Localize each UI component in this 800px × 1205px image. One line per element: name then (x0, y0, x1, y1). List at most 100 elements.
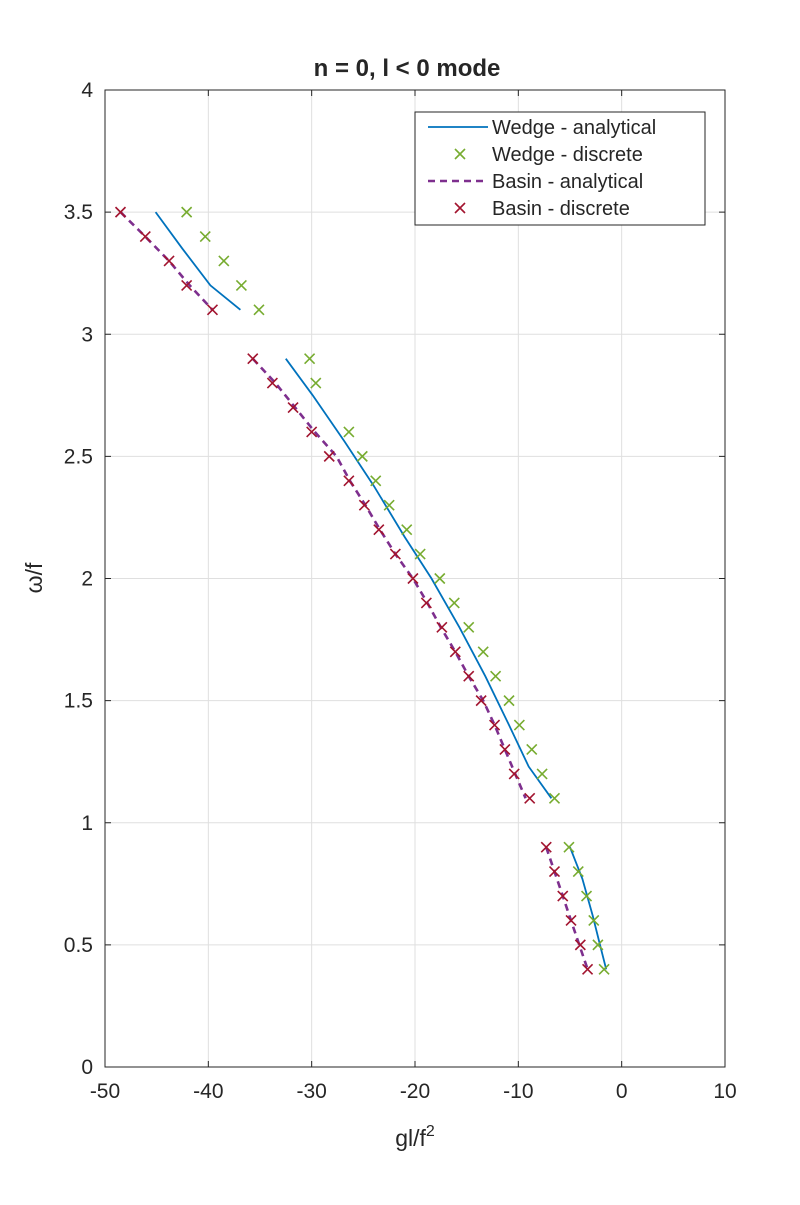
y-tick-label: 0.5 (64, 934, 93, 957)
basin-discrete-point (114, 206, 127, 218)
x-axis-label-superscript: 2 (426, 1123, 435, 1140)
basin-discrete-point (163, 255, 175, 267)
basin-discrete-point (343, 475, 355, 487)
x-axis-label: gl/f2 (395, 1123, 435, 1151)
y-tick-label: 1.5 (64, 690, 93, 713)
legend-label-basin-analytical: Basin - analytical (492, 171, 643, 193)
basin-discrete-point (247, 353, 259, 365)
x-tick-label: 10 (713, 1080, 736, 1103)
x-tick-label: -40 (193, 1080, 223, 1103)
wedge-discrete-point (572, 866, 584, 878)
series-layer (114, 206, 610, 975)
wedge-analytical-line-segment (285, 358, 553, 799)
y-tick-label: 2 (81, 568, 93, 591)
basin-discrete-point (565, 914, 577, 927)
legend-label-wedge-discrete: Wedge - discrete (492, 144, 643, 166)
basin-analytical-line-segment (119, 211, 214, 311)
legend-marker-wedge-discrete (454, 148, 466, 160)
wedge-discrete-point (414, 548, 426, 560)
y-tick-label: 1 (81, 812, 93, 835)
basin-discrete-point (508, 768, 520, 780)
wedge-analytical-series (154, 211, 608, 970)
x-axis-label-base: gl/f (395, 1125, 426, 1151)
basin-discrete-point (557, 890, 569, 902)
basin-discrete-point (489, 719, 501, 731)
legend-box (414, 111, 706, 226)
basin-discrete-point (548, 866, 561, 878)
basin-discrete-point (436, 621, 448, 633)
y-tick-label: 0 (81, 1056, 93, 1079)
wedge-discrete-point (448, 597, 460, 609)
wedge-discrete-point (548, 792, 561, 804)
wedge-discrete-point (370, 475, 382, 487)
x-tick-label: -20 (400, 1080, 430, 1103)
basin-discrete-point (389, 548, 401, 560)
basin-discrete-point (306, 426, 318, 438)
basin-discrete-point (582, 963, 594, 975)
wedge-analytical-line-segment (154, 211, 241, 311)
wedge-discrete-point (235, 279, 247, 291)
wedge-discrete-point (401, 524, 413, 536)
legend: Wedge - analytical Wedge - discrete Basin … (414, 111, 706, 226)
basin-discrete-point (540, 841, 552, 853)
wedge-discrete-point (526, 743, 538, 756)
wedge-discrete-point (343, 426, 355, 438)
wedge-discrete-point (434, 572, 446, 585)
basin-discrete-point (574, 939, 586, 951)
legend-label-wedge-analytical: Wedge - analytical (492, 117, 656, 139)
wedge-discrete-point (310, 377, 322, 389)
basin-discrete-point (524, 792, 536, 804)
x-tick-label: -10 (503, 1080, 533, 1103)
y-axis-label: ω/f (21, 562, 47, 593)
basin-analytical-line-segment (544, 846, 589, 970)
basin-discrete-point (287, 401, 299, 414)
basin-discrete-point (499, 743, 511, 756)
y-tick-label: 3.5 (64, 201, 93, 224)
y-tick-label: 3 (81, 323, 93, 346)
wedge-discrete-point (588, 914, 600, 927)
wedge-discrete-point (503, 695, 515, 707)
basin-discrete-point (463, 670, 475, 682)
y-tick-label: 2.5 (64, 445, 93, 468)
chart-title: n = 0, l < 0 mode (314, 55, 501, 82)
wedge-analytical-line-segment (569, 846, 608, 970)
wedge-discrete-point (513, 719, 525, 731)
wedge-discrete-point (218, 255, 230, 267)
basin-discrete-point (181, 279, 193, 291)
basin-analytical-series (119, 211, 589, 970)
ticks: -50 -40 -30 -20 -10 0 10 0 0.5 1 1.5 2 2.5 3 3.5 4 (64, 79, 737, 1103)
wedge-discrete-point (563, 841, 575, 853)
legend-label-basin-discrete: Basin - discrete (492, 198, 630, 220)
wedge-discrete-point (598, 963, 610, 975)
basin-discrete-point (407, 572, 419, 585)
wedge-discrete-point (356, 450, 368, 462)
basin-discrete-point (358, 499, 370, 511)
wedge-discrete-point (304, 353, 316, 365)
wedge-discrete-point (181, 206, 193, 218)
wedge-discrete-point (536, 768, 548, 780)
basin-discrete-point (323, 450, 335, 462)
legend-marker-basin-discrete (454, 202, 466, 214)
basin-discrete-point (139, 230, 151, 243)
basin-discrete-series (114, 206, 594, 975)
x-tick-label: -30 (296, 1080, 326, 1103)
y-tick-label: 4 (81, 79, 93, 102)
x-tick-label: -50 (90, 1080, 120, 1103)
wedge-discrete-point (580, 890, 593, 902)
wedge-discrete-point (463, 621, 475, 633)
basin-discrete-point (420, 597, 432, 609)
basin-discrete-point (475, 695, 487, 707)
wedge-discrete-point (383, 499, 395, 511)
wedge-discrete-point (592, 939, 604, 951)
basin-discrete-point (373, 524, 385, 536)
wedge-discrete-point (490, 670, 502, 682)
x-tick-label: 0 (616, 1080, 628, 1103)
wedge-discrete-series (181, 206, 610, 975)
basin-discrete-point (206, 304, 219, 316)
basin-discrete-point (449, 646, 461, 658)
wedge-discrete-point (199, 230, 211, 243)
wedge-discrete-point (477, 646, 489, 658)
basin-discrete-point (266, 377, 278, 389)
